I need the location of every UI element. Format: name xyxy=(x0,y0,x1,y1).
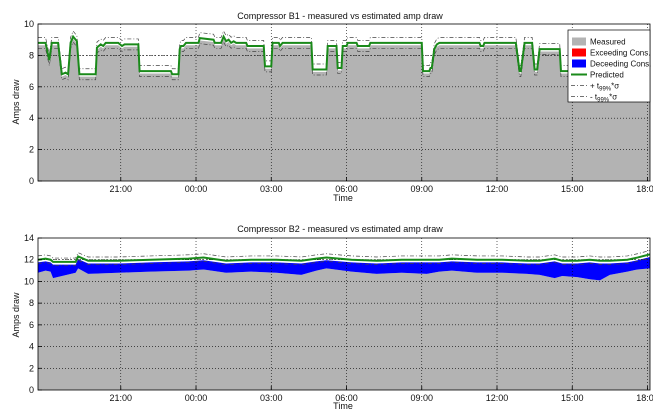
chart-b1-ylabel: Amps draw xyxy=(11,79,21,125)
chart-b2-xtick-label-6: 15:00 xyxy=(561,393,584,403)
chart-b1-legend: Measured Exceeding Cons. Deceeding Cons. Pr… xyxy=(567,29,651,104)
chart-b1-legend-label-5: - t99%*σ xyxy=(590,93,617,104)
chart-b1-legend-suffix-4: *σ xyxy=(611,82,619,91)
chart-b1-xtick-label-3: 06:00 xyxy=(335,184,358,194)
chart-b1-title: Compressor B1 - measured vs estimated am… xyxy=(237,11,443,21)
chart-b1-ytick-label-5: 10 xyxy=(24,19,34,29)
chart-b2-ytick-label-2: 4 xyxy=(29,342,34,352)
chart-b1-legend-swatch-0 xyxy=(572,37,586,46)
chart-b2-xtick-label-3: 06:00 xyxy=(335,393,358,403)
chart-b1-measured-area xyxy=(38,38,650,181)
chart-b2-title: Compressor B2 - measured vs estimated am… xyxy=(237,224,443,234)
chart-b2-xtick-label-1: 00:00 xyxy=(185,393,208,403)
chart-b1-axes-frame xyxy=(37,23,651,182)
chart-b1-xtick-label-4: 09:00 xyxy=(410,184,433,194)
chart-b1-plot-area xyxy=(38,24,650,181)
chart-b1-xtick-label-1: 00:00 xyxy=(185,184,208,194)
chart-b1-legend-sub-5: 99% xyxy=(597,98,610,104)
chart-b2-xlabel: Time xyxy=(333,401,353,410)
chart-b1-legend-label-4: + t99%*σ xyxy=(590,82,619,93)
chart-b1-legend-swatch-2 xyxy=(572,59,586,68)
chart-b1-legend-sub-4: 99% xyxy=(599,87,612,93)
chart-b2-xtick-label-5: 12:00 xyxy=(486,393,509,403)
chart-b2-predicted-line xyxy=(38,253,650,263)
chart-b1-xtick-label-7: 18:00 xyxy=(636,184,653,194)
chart-b2-ytick-label-6: 12 xyxy=(24,255,34,265)
chart-b1-ytick-label-0: 0 xyxy=(29,176,34,186)
chart-b1-ytick-label-2: 4 xyxy=(29,113,34,123)
chart-b2-ytick-label-3: 6 xyxy=(29,320,34,330)
chart-b1-xtick-label-0: 21:00 xyxy=(110,184,133,194)
chart-b1-xtick-label-6: 15:00 xyxy=(561,184,584,194)
chart-b2: Compressor B2 - measured vs estimated am… xyxy=(11,224,653,410)
chart-b1-legend-label-0: Measured xyxy=(590,38,626,47)
chart-b2-ytick-label-0: 0 xyxy=(29,385,34,395)
chart-b1-legend-swatch-1 xyxy=(572,48,586,57)
chart-b2-measured-area xyxy=(38,268,650,390)
chart-b1-xlabel: Time xyxy=(333,193,353,203)
chart-b1-legend-suffix-5: *σ xyxy=(609,93,617,102)
chart-b2-xtick-label-2: 03:00 xyxy=(260,393,283,403)
chart-b1-xtick-label-5: 12:00 xyxy=(486,184,509,194)
chart-b1-legend-label-2: Deceeding Cons. xyxy=(590,60,651,69)
chart-b1-xtick-label-2: 03:00 xyxy=(260,184,283,194)
chart-b1-legend-label-1: Exceeding Cons. xyxy=(590,49,650,58)
chart-b2-band-upper xyxy=(38,250,650,259)
chart-b2-ytick-label-7: 14 xyxy=(24,233,34,243)
chart-b2-xtick-label-0: 21:00 xyxy=(110,393,133,403)
chart-b1-ytick-label-3: 6 xyxy=(29,82,34,92)
chart-b2-plot-area xyxy=(38,238,650,390)
chart-b2-ytick-label-5: 10 xyxy=(24,276,34,286)
chart-b2-axes-frame xyxy=(37,237,651,391)
chart-b2-ytick-label-1: 2 xyxy=(29,363,34,373)
chart-b1: Compressor B1 - measured vs estimated am… xyxy=(11,11,653,203)
chart-b2-ylabel: Amps draw xyxy=(11,292,21,338)
chart-b1-ytick-label-1: 2 xyxy=(29,145,34,155)
chart-b2-xtick-label-7: 18:00 xyxy=(636,393,653,403)
chart-b2-ytick-label-4: 8 xyxy=(29,298,34,308)
chart-b1-band-upper xyxy=(38,30,650,70)
chart-b1-legend-label-3: Predicted xyxy=(590,71,624,80)
chart-b1-ytick-label-4: 8 xyxy=(29,50,34,60)
chart-b2-xtick-label-4: 09:00 xyxy=(410,393,433,403)
chart-b1-predicted-line xyxy=(38,34,650,76)
